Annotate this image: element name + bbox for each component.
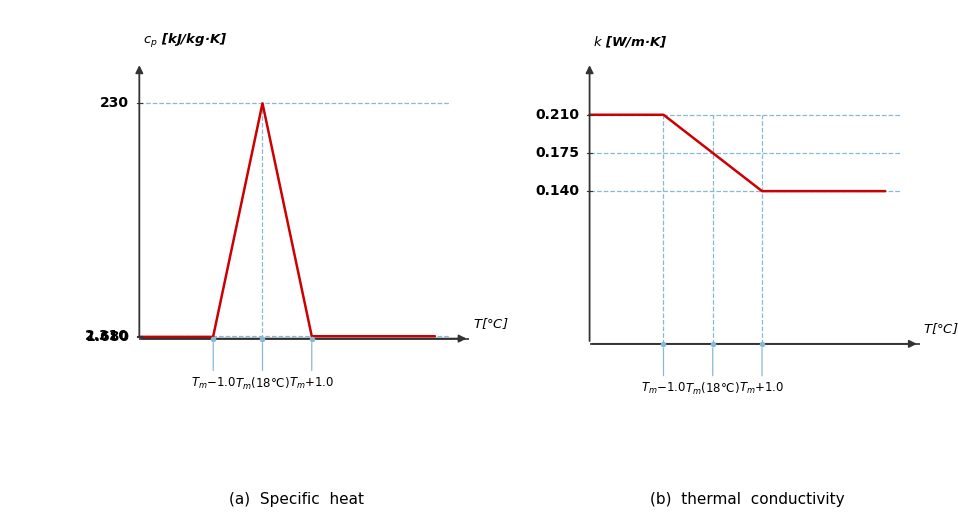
Text: 0.210: 0.210 xyxy=(536,108,580,122)
Text: (b)  thermal  conductivity: (b) thermal conductivity xyxy=(650,492,845,508)
Text: (a)  Specific  heat: (a) Specific heat xyxy=(230,492,364,508)
Text: $T$[°C]: $T$[°C] xyxy=(924,321,958,336)
Text: $T_m$+1.0: $T_m$+1.0 xyxy=(289,343,334,391)
Text: $T_m$−1.0: $T_m$−1.0 xyxy=(641,348,686,396)
Text: 1.680: 1.680 xyxy=(85,330,129,344)
Text: 230: 230 xyxy=(100,96,129,110)
Text: $k$ [W/m·K]: $k$ [W/m·K] xyxy=(593,35,668,50)
Text: $T_m$+1.0: $T_m$+1.0 xyxy=(740,348,785,396)
Text: 0.175: 0.175 xyxy=(536,146,580,160)
Text: 2.310: 2.310 xyxy=(85,329,129,343)
Text: $T_m$(18°C): $T_m$(18°C) xyxy=(685,348,741,397)
Text: $T_m$−1.0: $T_m$−1.0 xyxy=(191,343,236,391)
Text: $T$[°C]: $T$[°C] xyxy=(473,316,509,331)
Text: $c_p$ [kJ/kg·K]: $c_p$ [kJ/kg·K] xyxy=(143,32,227,50)
Text: $T_m$(18°C): $T_m$(18°C) xyxy=(235,343,290,392)
Text: 0.140: 0.140 xyxy=(536,184,580,198)
